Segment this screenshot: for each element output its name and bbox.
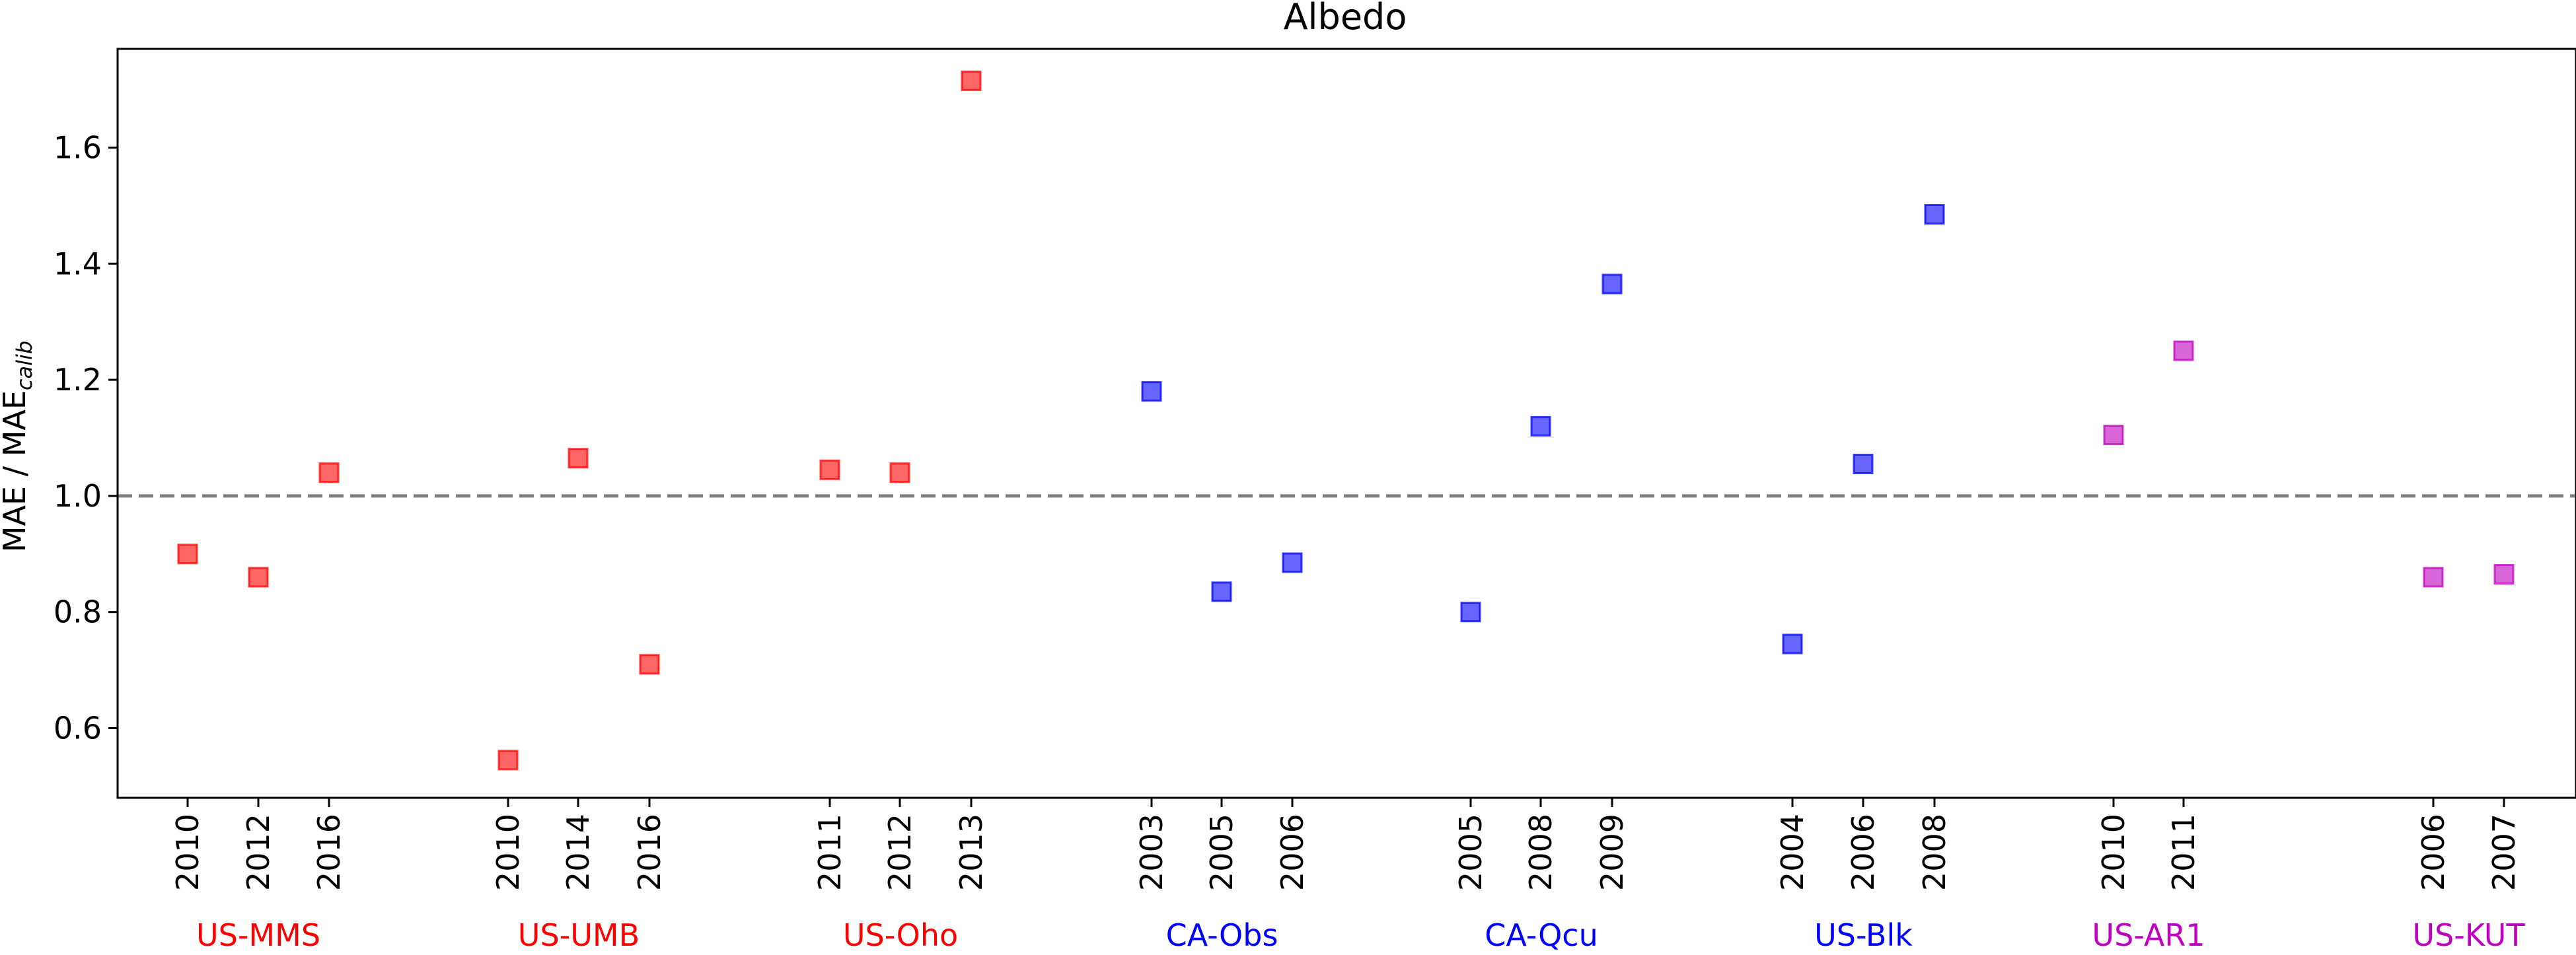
y-axis-label-subscript: calib [12,341,37,390]
data-point [568,448,589,469]
data-point [639,654,660,675]
plot-frame [116,48,2576,799]
x-tick-label: 2009 [1594,814,1630,891]
x-tick-label: 2010 [170,814,205,891]
x-tick-label: 2006 [2415,814,2451,891]
x-tick-label: 2011 [812,814,848,891]
x-tick-label: 2016 [311,814,347,891]
x-tick-label: 2005 [1453,814,1489,891]
group-label: US-MMS [196,917,320,953]
x-tick-label: 2004 [1775,814,1810,891]
data-point [318,462,340,483]
y-tick-label: 1.0 [54,478,102,514]
data-point [1282,552,1303,573]
data-point [248,567,269,588]
x-tick-label: 2014 [560,814,596,891]
data-point [497,750,519,771]
data-point [1782,633,1803,654]
group-label: US-KUT [2412,917,2525,953]
x-tick-label: 2011 [2166,814,2201,891]
x-tick-label: 2006 [1845,814,1881,891]
y-tick-label: 1.4 [54,246,102,281]
group-label: CA-Obs [1166,917,1278,953]
data-point [2173,340,2194,361]
x-tick-label: 2012 [240,814,276,891]
x-tick-label: 2003 [1134,814,1169,891]
data-point [889,462,910,483]
data-point [2103,425,2124,446]
data-point [1853,454,1874,475]
group-label: US-AR1 [2092,917,2205,953]
x-tick-label: 2010 [490,814,526,891]
data-point [177,544,198,565]
data-point [1530,415,1551,437]
x-tick-label: 2006 [1274,814,1310,891]
chart-title: Albedo [1284,0,1407,38]
y-tick-label: 1.2 [54,362,102,398]
data-point [2493,564,2515,585]
plot-area: 0.6 0.8 1.0 1.2 1.4 1.6 2010 2012 2016 US-MMS 2010… [54,70,2575,953]
x-tick-label: 2010 [2096,814,2131,891]
data-point [1601,273,1623,295]
data-point [961,70,982,91]
x-tick-label: 2008 [1523,814,1559,891]
x-tick-label: 2016 [632,814,667,891]
y-axis-label: MAE / MAEcalib [0,341,37,552]
y-axis-label-main: MAE / MAE [0,390,32,552]
y-tick-label: 1.6 [54,129,102,165]
group-label: US-UMB [518,917,640,953]
group-label: CA-Qcu [1485,917,1598,953]
group-label: US-Oho [843,917,958,953]
data-point [1141,381,1162,402]
data-point [1460,602,1481,623]
data-point [819,459,840,480]
y-tick-label: 0.8 [54,594,102,630]
x-tick-label: 2008 [1917,814,1952,891]
y-tick-label: 0.6 [54,711,102,746]
data-point [1924,204,1945,225]
data-point [1211,581,1232,602]
x-tick-label: 2005 [1204,814,1239,891]
x-tick-label: 2013 [953,814,989,891]
group-label: US-Blk [1814,917,1913,953]
x-tick-label: 2012 [882,814,918,891]
data-point [2423,567,2444,588]
x-tick-label: 2007 [2486,814,2522,891]
